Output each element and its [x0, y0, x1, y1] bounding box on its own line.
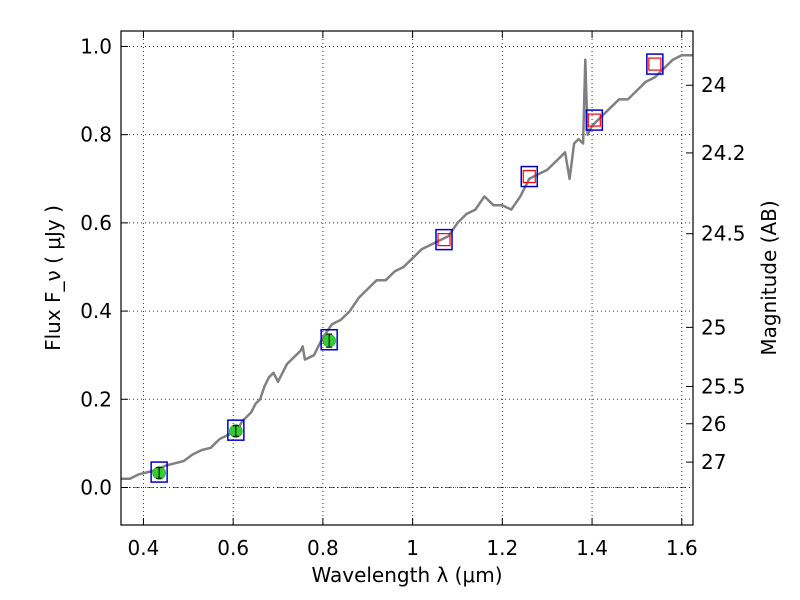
- y2-tick-labels: 24 24.2 24.5 25 25.5 26 27: [701, 73, 746, 474]
- model-box: [646, 53, 664, 75]
- model-box: [585, 109, 604, 131]
- y-tick-label: 0.8: [80, 123, 112, 147]
- x-tick-label: 0.8: [307, 536, 339, 560]
- x-axis-label: Wavelength λ (μm): [311, 563, 502, 587]
- x-tick-label: 1: [406, 536, 419, 560]
- plot-frame: [120, 30, 694, 526]
- model-box: [435, 228, 453, 251]
- photometry-box: [150, 461, 168, 483]
- photometry-box: [320, 329, 338, 351]
- model-marker: [587, 113, 601, 127]
- photometry-points: [150, 329, 338, 483]
- y-tick-label: 0.0: [80, 476, 112, 500]
- x-tick-label: 1.6: [666, 536, 698, 560]
- x-tick-labels: 0.4 0.6 0.8 1 1.2 1.4 1.6: [128, 536, 698, 560]
- y2-tick-label: 27: [701, 450, 726, 474]
- y2-tick-label: 25: [701, 315, 726, 339]
- y-tick-label: 0.2: [80, 387, 112, 411]
- y2-tick-label: 25.5: [701, 374, 746, 398]
- axis-ticks: [121, 31, 693, 525]
- model-marker: [522, 169, 536, 184]
- y2-tick-label: 24: [701, 73, 726, 97]
- model-box: [520, 165, 539, 188]
- photometry-box: [227, 419, 245, 441]
- y-tick-label: 0.6: [80, 211, 112, 235]
- x-tick-label: 0.4: [128, 536, 160, 560]
- grid: [121, 31, 693, 525]
- y-tick-label: 0.4: [80, 299, 112, 323]
- y-tick-labels: 0.0 0.2 0.4 0.6 0.8 1.0: [80, 34, 112, 499]
- model-marker: [648, 57, 662, 71]
- y2-tick-label: 24.2: [701, 141, 746, 165]
- model-marker: [437, 233, 451, 247]
- x-tick-label: 0.6: [217, 536, 249, 560]
- model-points: [435, 53, 664, 251]
- y2-tick-label: 26: [701, 412, 726, 436]
- x-tick-label: 1.4: [576, 536, 608, 560]
- y-axis-label: Flux F_ν ( μJy ): [41, 205, 65, 351]
- y-tick-label: 1.0: [80, 34, 112, 58]
- y2-tick-label: 24.5: [701, 222, 746, 246]
- y2-axis-label: Magnitude (AB): [757, 200, 781, 355]
- x-tick-label: 1.2: [486, 536, 518, 560]
